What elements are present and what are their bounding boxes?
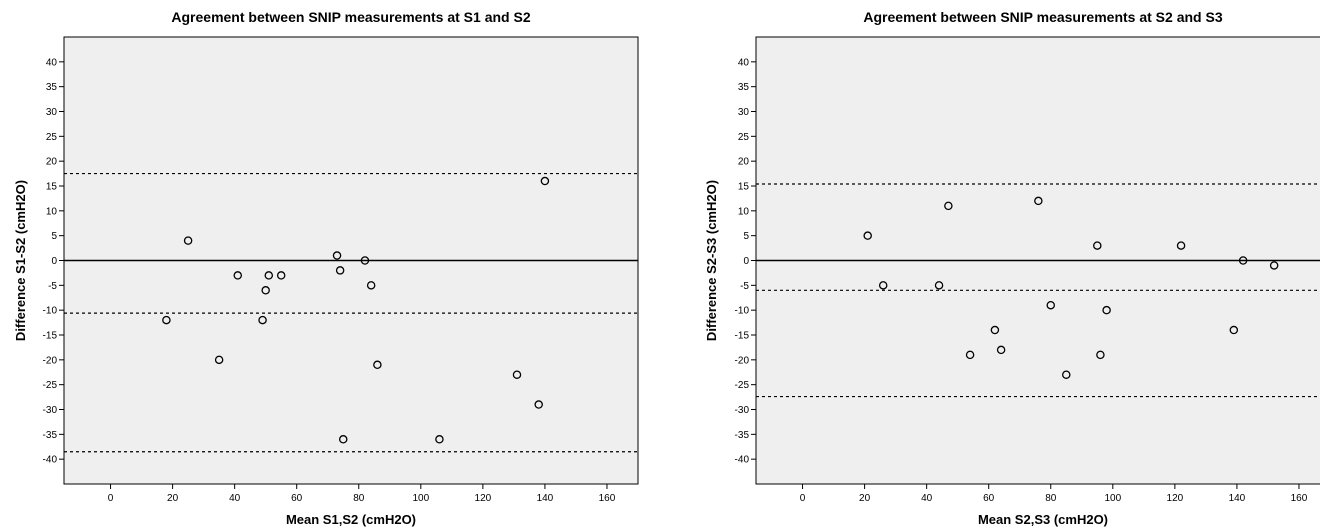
data-point (1034, 196, 1043, 206)
x-tick-label: 140 (537, 493, 554, 504)
chart-s2-s3: Agreement between SNIP measurements at S… (704, 9, 1320, 527)
data-point (373, 360, 382, 370)
y-tick-label: 30 (738, 107, 750, 118)
x-tick-label: 80 (353, 493, 365, 504)
x-tick-label: 120 (1167, 493, 1184, 504)
y-tick-label: -30 (43, 405, 58, 416)
data-point (1062, 370, 1071, 379)
data-point (944, 201, 953, 211)
y-tick-label: -35 (43, 430, 58, 441)
data-point (435, 435, 444, 444)
data-point (863, 231, 872, 240)
y-tick-label: 20 (46, 157, 58, 168)
data-point (996, 345, 1006, 355)
y-tick-label: -40 (43, 455, 58, 466)
data-point (335, 266, 345, 275)
data-point (276, 271, 286, 280)
data-point (934, 281, 944, 290)
x-tick-label: 20 (167, 493, 179, 504)
chart-s1-s2: Agreement between SNIP measurements at S… (13, 9, 639, 527)
y-tick-label: -5 (740, 281, 749, 292)
x-axis-label: Mean S2,S3 (cmH2O) (978, 512, 1108, 527)
x-tick-label: 160 (599, 493, 616, 504)
data-point (162, 315, 171, 325)
y-tick-label: 0 (743, 256, 749, 267)
data-point (1102, 305, 1111, 315)
data-point (965, 350, 975, 360)
chart-title: Agreement between SNIP measurements at S… (171, 9, 530, 25)
x-tick-label: 60 (291, 493, 303, 504)
y-tick-label: -20 (735, 355, 750, 366)
data-point (366, 281, 376, 290)
data-point (534, 400, 543, 409)
x-tick-label: 20 (859, 493, 871, 504)
y-tick-label: 30 (46, 107, 58, 118)
data-point (1238, 256, 1248, 265)
y-tick-label: -5 (48, 281, 57, 292)
data-point (214, 355, 224, 365)
y-tick-label: 40 (46, 57, 58, 68)
data-point (1269, 261, 1279, 270)
chart-title: Agreement between SNIP measurements at S… (863, 9, 1222, 25)
y-tick-label: -25 (735, 380, 750, 391)
data-point (1046, 300, 1056, 310)
data-point (1093, 241, 1102, 250)
x-axis-label: Mean S1,S2 (cmH2O) (286, 512, 416, 527)
x-tick-label: 40 (921, 493, 933, 504)
y-tick-label: -15 (735, 331, 750, 342)
y-tick-label: 15 (738, 182, 750, 193)
x-tick-label: 160 (1291, 493, 1308, 504)
y-tick-label: -40 (735, 455, 750, 466)
y-axis-label: Difference S2-S3 (cmH2O) (704, 180, 719, 341)
x-tick-label: 0 (800, 493, 806, 504)
data-point (332, 251, 342, 260)
data-point (338, 435, 348, 444)
y-tick-label: 5 (743, 231, 749, 242)
y-tick-label: 40 (738, 57, 750, 68)
y-tick-label: -30 (735, 405, 750, 416)
y-tick-label: -25 (43, 380, 58, 391)
data-point (233, 271, 243, 280)
x-tick-label: 60 (983, 493, 995, 504)
x-tick-label: 100 (1104, 493, 1121, 504)
data-point (540, 176, 550, 186)
y-tick-label: 15 (46, 182, 58, 193)
y-tick-label: -15 (43, 331, 58, 342)
x-tick-label: 140 (1229, 493, 1246, 504)
x-tick-label: 100 (412, 493, 429, 504)
y-tick-label: 25 (738, 132, 750, 143)
data-point (360, 256, 370, 265)
y-tick-label: -35 (735, 430, 750, 441)
x-tick-label: 120 (475, 493, 492, 504)
y-tick-label: 5 (51, 231, 57, 242)
data-point (261, 286, 270, 295)
y-tick-label: 10 (738, 206, 750, 217)
data-point (258, 315, 267, 325)
x-tick-label: 40 (229, 493, 241, 504)
x-tick-label: 0 (108, 493, 114, 504)
y-tick-label: -10 (43, 306, 58, 317)
y-tick-label: -20 (43, 355, 58, 366)
y-tick-label: 35 (46, 82, 58, 93)
y-tick-label: 35 (738, 82, 750, 93)
y-tick-label: 10 (46, 206, 58, 217)
y-tick-label: 25 (46, 132, 58, 143)
data-point (1229, 325, 1239, 335)
y-tick-label: 0 (51, 256, 57, 267)
data-point (183, 236, 193, 245)
data-point (512, 370, 522, 379)
data-point (990, 325, 1000, 335)
data-point (1176, 241, 1186, 250)
data-point (878, 281, 888, 290)
x-tick-label: 80 (1045, 493, 1057, 504)
data-point (264, 271, 274, 280)
y-tick-label: 20 (738, 157, 750, 168)
data-point (1096, 350, 1105, 360)
y-axis-label: Difference S1-S2 (cmH2O) (13, 180, 28, 341)
y-tick-label: -10 (735, 306, 750, 317)
